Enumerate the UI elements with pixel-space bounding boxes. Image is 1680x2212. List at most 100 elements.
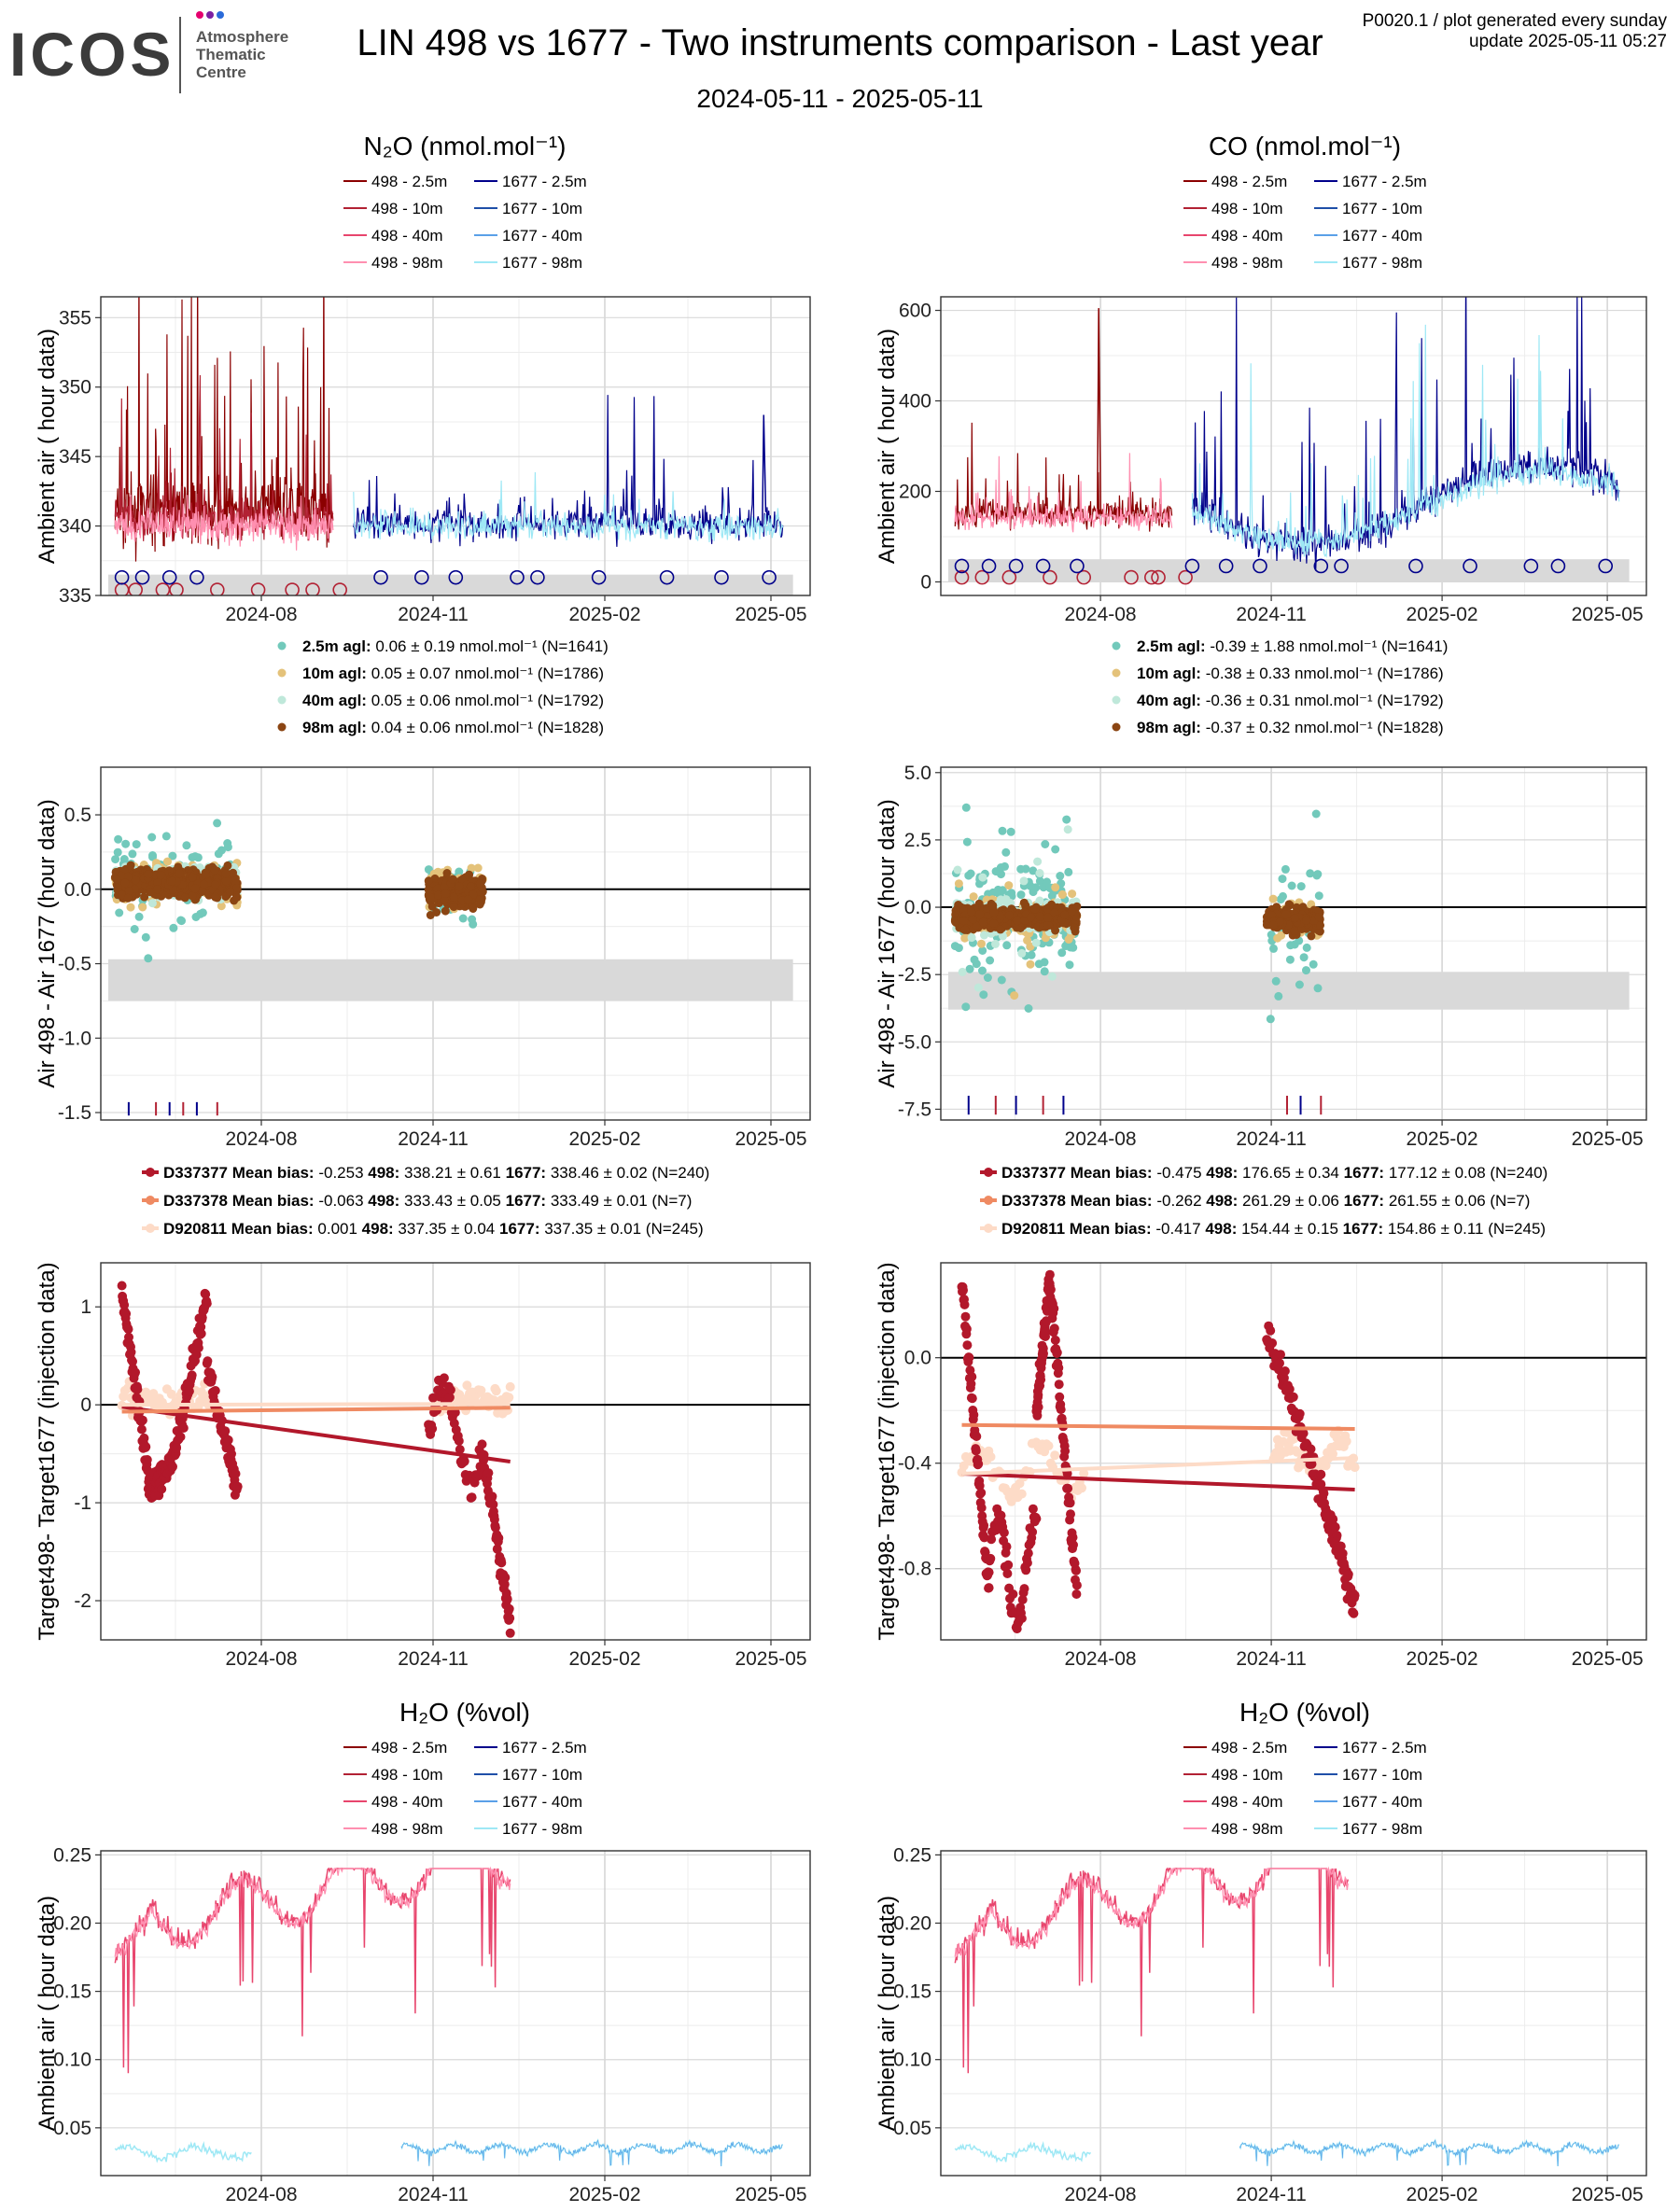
point-2.5m	[1001, 847, 1011, 857]
point-10m	[1051, 883, 1060, 892]
y-tick-label: 400	[899, 391, 931, 413]
point-98m	[448, 875, 457, 884]
calibration-marker-498	[285, 582, 300, 595]
plot-content	[101, 1281, 810, 1638]
point-98m	[466, 882, 475, 891]
legend-dot	[1112, 695, 1121, 705]
point-2.5m	[213, 819, 222, 828]
point-98m	[1060, 910, 1070, 919]
target-point-D337377	[1019, 1584, 1029, 1594]
point-98m	[425, 876, 433, 886]
point-2.5m	[1299, 953, 1309, 962]
legend-entry: 1677 - 10m	[502, 200, 582, 217]
target-point-D337377	[1050, 1335, 1060, 1345]
target-point-D337377	[139, 1433, 149, 1443]
x-tick-label: 2025-02	[1407, 604, 1478, 625]
point-2.5m	[978, 966, 987, 975]
plot-border	[940, 766, 1647, 1121]
point-98m	[989, 919, 999, 928]
legend-entry: 1677 - 2.5m	[1342, 1739, 1427, 1757]
point-2.5m	[978, 946, 987, 955]
target-point-D337377	[223, 1435, 233, 1445]
target-point-D337377	[1044, 1269, 1055, 1280]
point-40m	[1031, 938, 1041, 947]
calibration-marker-1677	[954, 558, 970, 574]
n2o-target-chart: -2 -1 0 1 2024-08 2024-11 2025-02 2025-05 Target…	[35, 1262, 811, 1670]
calibration-marker-498	[1151, 569, 1166, 585]
gas-title: N₂O (nmol.mol⁻¹)	[364, 132, 567, 161]
target-point-D337377	[137, 1415, 147, 1425]
target-point-D337377	[1021, 1565, 1031, 1575]
point-2.5m	[1056, 872, 1065, 880]
page-title: LIN 498 vs 1677 - Two instruments compar…	[357, 22, 1323, 63]
point-98m	[469, 904, 478, 913]
target-point-D337377	[996, 1510, 1006, 1520]
target-point-D337377	[196, 1322, 206, 1332]
point-98m	[225, 887, 234, 896]
x-tick-label: 2025-02	[1407, 2184, 1478, 2205]
y-tick-label: -1.0	[58, 1028, 91, 1049]
gas-title: H₂O (%vol)	[399, 1698, 530, 1727]
target-point-D920811	[1341, 1436, 1351, 1447]
x-tick-label: 2024-11	[1236, 604, 1307, 625]
target-point-D337377	[979, 1520, 989, 1531]
point-2.5m	[1302, 943, 1311, 952]
target-point-D337377	[445, 1385, 455, 1395]
y-tick-label: -2.5	[898, 964, 931, 986]
y-tick-label: 0.10	[893, 2050, 931, 2071]
point-10m	[1277, 931, 1286, 940]
target-point-D337377	[187, 1370, 197, 1380]
point-98m	[153, 885, 161, 894]
target-point-D920811	[1328, 1449, 1337, 1459]
stats-entry: 2.5m agl: -0.39 ± 1.88 nmol.mol⁻¹ (N=164…	[1137, 637, 1448, 655]
series-line-1677-early	[114, 2141, 252, 2163]
y-tick-label: 5.0	[904, 763, 931, 784]
y-tick-label: 0.25	[893, 1844, 931, 1866]
target-point-D337377	[1033, 1402, 1043, 1412]
y-axis-label: Ambient air ( hour data)	[875, 1896, 900, 2131]
point-2.5m	[214, 849, 223, 859]
y-tick-label: -0.4	[898, 1453, 932, 1475]
point-98m	[221, 869, 231, 878]
target-point-D337377	[987, 1534, 997, 1545]
co-diff-chart: -7.5 -5.0 -2.5 0.0 2.5 5.0 2024-08 2024-11 2025-…	[875, 763, 1647, 1150]
y-tick-label: -0.8	[898, 1559, 931, 1580]
point-2.5m	[1274, 991, 1283, 1001]
target-point-D337377	[497, 1558, 507, 1568]
series-line-1677-early	[954, 2141, 1092, 2163]
point-98m	[1035, 912, 1044, 921]
point-98m	[124, 887, 133, 896]
target-point-D337377	[1284, 1384, 1295, 1394]
target-point-D337377	[1071, 1580, 1082, 1590]
point-98m	[433, 884, 442, 893]
series-line-498-98m	[954, 453, 1173, 533]
n2o-ambient-chart: 335 340 345 350 355 2024-08 2024-11 2025-02 2025…	[35, 296, 811, 625]
point-98m	[967, 907, 976, 917]
point-2.5m	[1279, 891, 1287, 901]
target-point-D337377	[467, 1492, 477, 1503]
target-point-D337377	[454, 1435, 464, 1446]
point-2.5m	[1287, 881, 1296, 890]
target-point-D337377	[967, 1393, 977, 1404]
y-tick-label: 0.0	[904, 1348, 931, 1369]
target-point-D920811	[1043, 1441, 1054, 1451]
legend-entry: 1677 - 2.5m	[1342, 173, 1427, 190]
target-point-D337377	[1068, 1533, 1078, 1543]
point-98m	[968, 915, 977, 924]
point-40m	[973, 983, 983, 992]
x-tick-label: 2024-11	[398, 1648, 469, 1670]
target-point-D337377	[1307, 1459, 1317, 1469]
point-2.5m	[1313, 984, 1323, 993]
target-point-D337377	[1330, 1522, 1340, 1533]
point-98m	[200, 879, 208, 889]
target-point-D337377	[1071, 1565, 1081, 1575]
x-tick-label: 2025-05	[1572, 1648, 1644, 1670]
legend-dot	[1112, 641, 1121, 651]
point-2.5m	[986, 956, 995, 965]
target-point-D337377	[979, 1533, 989, 1543]
target-point-D920811	[504, 1393, 514, 1403]
target-point-D337377	[966, 1379, 976, 1389]
x-tick-label: 2024-08	[1065, 604, 1137, 625]
target-point-D920811	[505, 1381, 515, 1392]
target-point-D337377	[505, 1628, 515, 1638]
